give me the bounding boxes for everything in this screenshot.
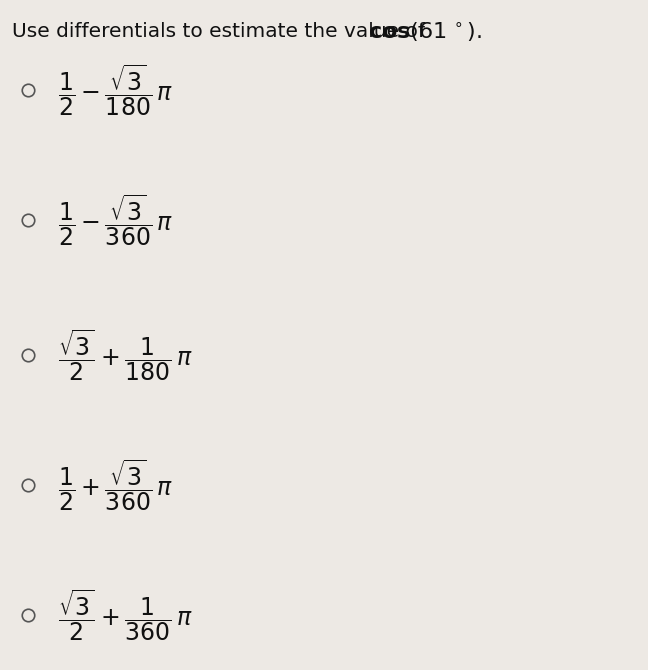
Text: $\dfrac{1}{2} - \dfrac{\sqrt{3}}{360}\,\pi$: $\dfrac{1}{2} - \dfrac{\sqrt{3}}{360}\,\… <box>58 192 174 248</box>
Text: $\dfrac{1}{2} - \dfrac{\sqrt{3}}{180}\,\pi$: $\dfrac{1}{2} - \dfrac{\sqrt{3}}{180}\,\… <box>58 62 174 118</box>
Text: Use differentials to estimate the value of: Use differentials to estimate the value … <box>12 22 432 41</box>
Text: $\dfrac{\sqrt{3}}{2} + \dfrac{1}{180}\,\pi$: $\dfrac{\sqrt{3}}{2} + \dfrac{1}{180}\,\… <box>58 327 193 383</box>
Text: $\dfrac{1}{2} + \dfrac{\sqrt{3}}{360}\,\pi$: $\dfrac{1}{2} + \dfrac{\sqrt{3}}{360}\,\… <box>58 457 174 513</box>
Text: $\dfrac{\sqrt{3}}{2} + \dfrac{1}{360}\,\pi$: $\dfrac{\sqrt{3}}{2} + \dfrac{1}{360}\,\… <box>58 587 193 643</box>
Text: $\mathbf{cos}(61\,^\circ).$: $\mathbf{cos}(61\,^\circ).$ <box>368 20 482 44</box>
